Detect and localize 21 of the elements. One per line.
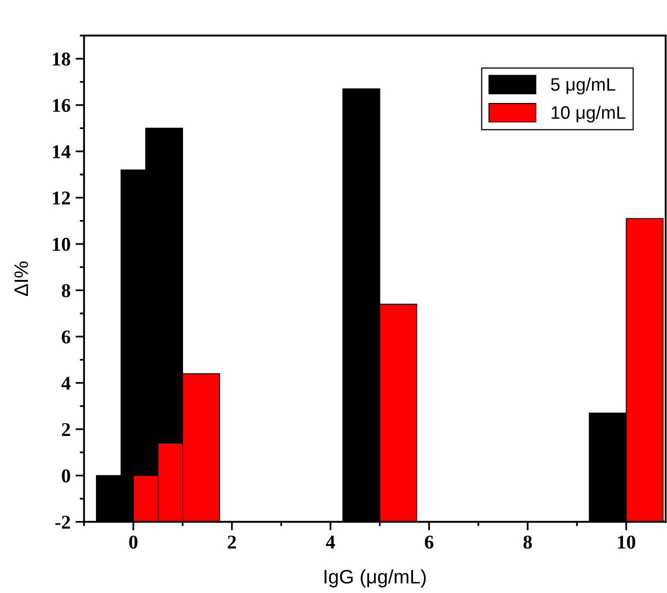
y-tick-label: 14 bbox=[52, 145, 70, 158]
x-tick-label: 8 bbox=[523, 536, 532, 549]
y-tick-label: 4 bbox=[61, 376, 70, 390]
x-tick-label: 0 bbox=[129, 536, 138, 549]
legend-label: 10 μg/mL bbox=[552, 106, 626, 123]
x-axis-title: IgG (μg/mL) bbox=[324, 569, 426, 588]
x-tick-label: 2 bbox=[228, 536, 236, 549]
y-tick-label: 6 bbox=[62, 330, 70, 344]
y-tick-label: 10 bbox=[52, 238, 70, 251]
y-tick-label: 16 bbox=[52, 98, 70, 112]
x-tick-label: 10 bbox=[618, 536, 636, 549]
x-tick-label: 6 bbox=[424, 536, 434, 549]
legend-label: 5 μg/mL bbox=[551, 78, 616, 94]
y-tick-label: 8 bbox=[62, 284, 70, 298]
x-tick-label: 4 bbox=[326, 536, 335, 549]
y-tick-label: 0 bbox=[62, 469, 70, 482]
y-tick-label: -2 bbox=[55, 516, 70, 529]
y-tick-label: 18 bbox=[52, 52, 70, 66]
y-axis-title: ΔI% bbox=[14, 262, 28, 296]
y-tick-label: 2 bbox=[62, 423, 70, 436]
y-tick-label: 12 bbox=[52, 192, 70, 204]
